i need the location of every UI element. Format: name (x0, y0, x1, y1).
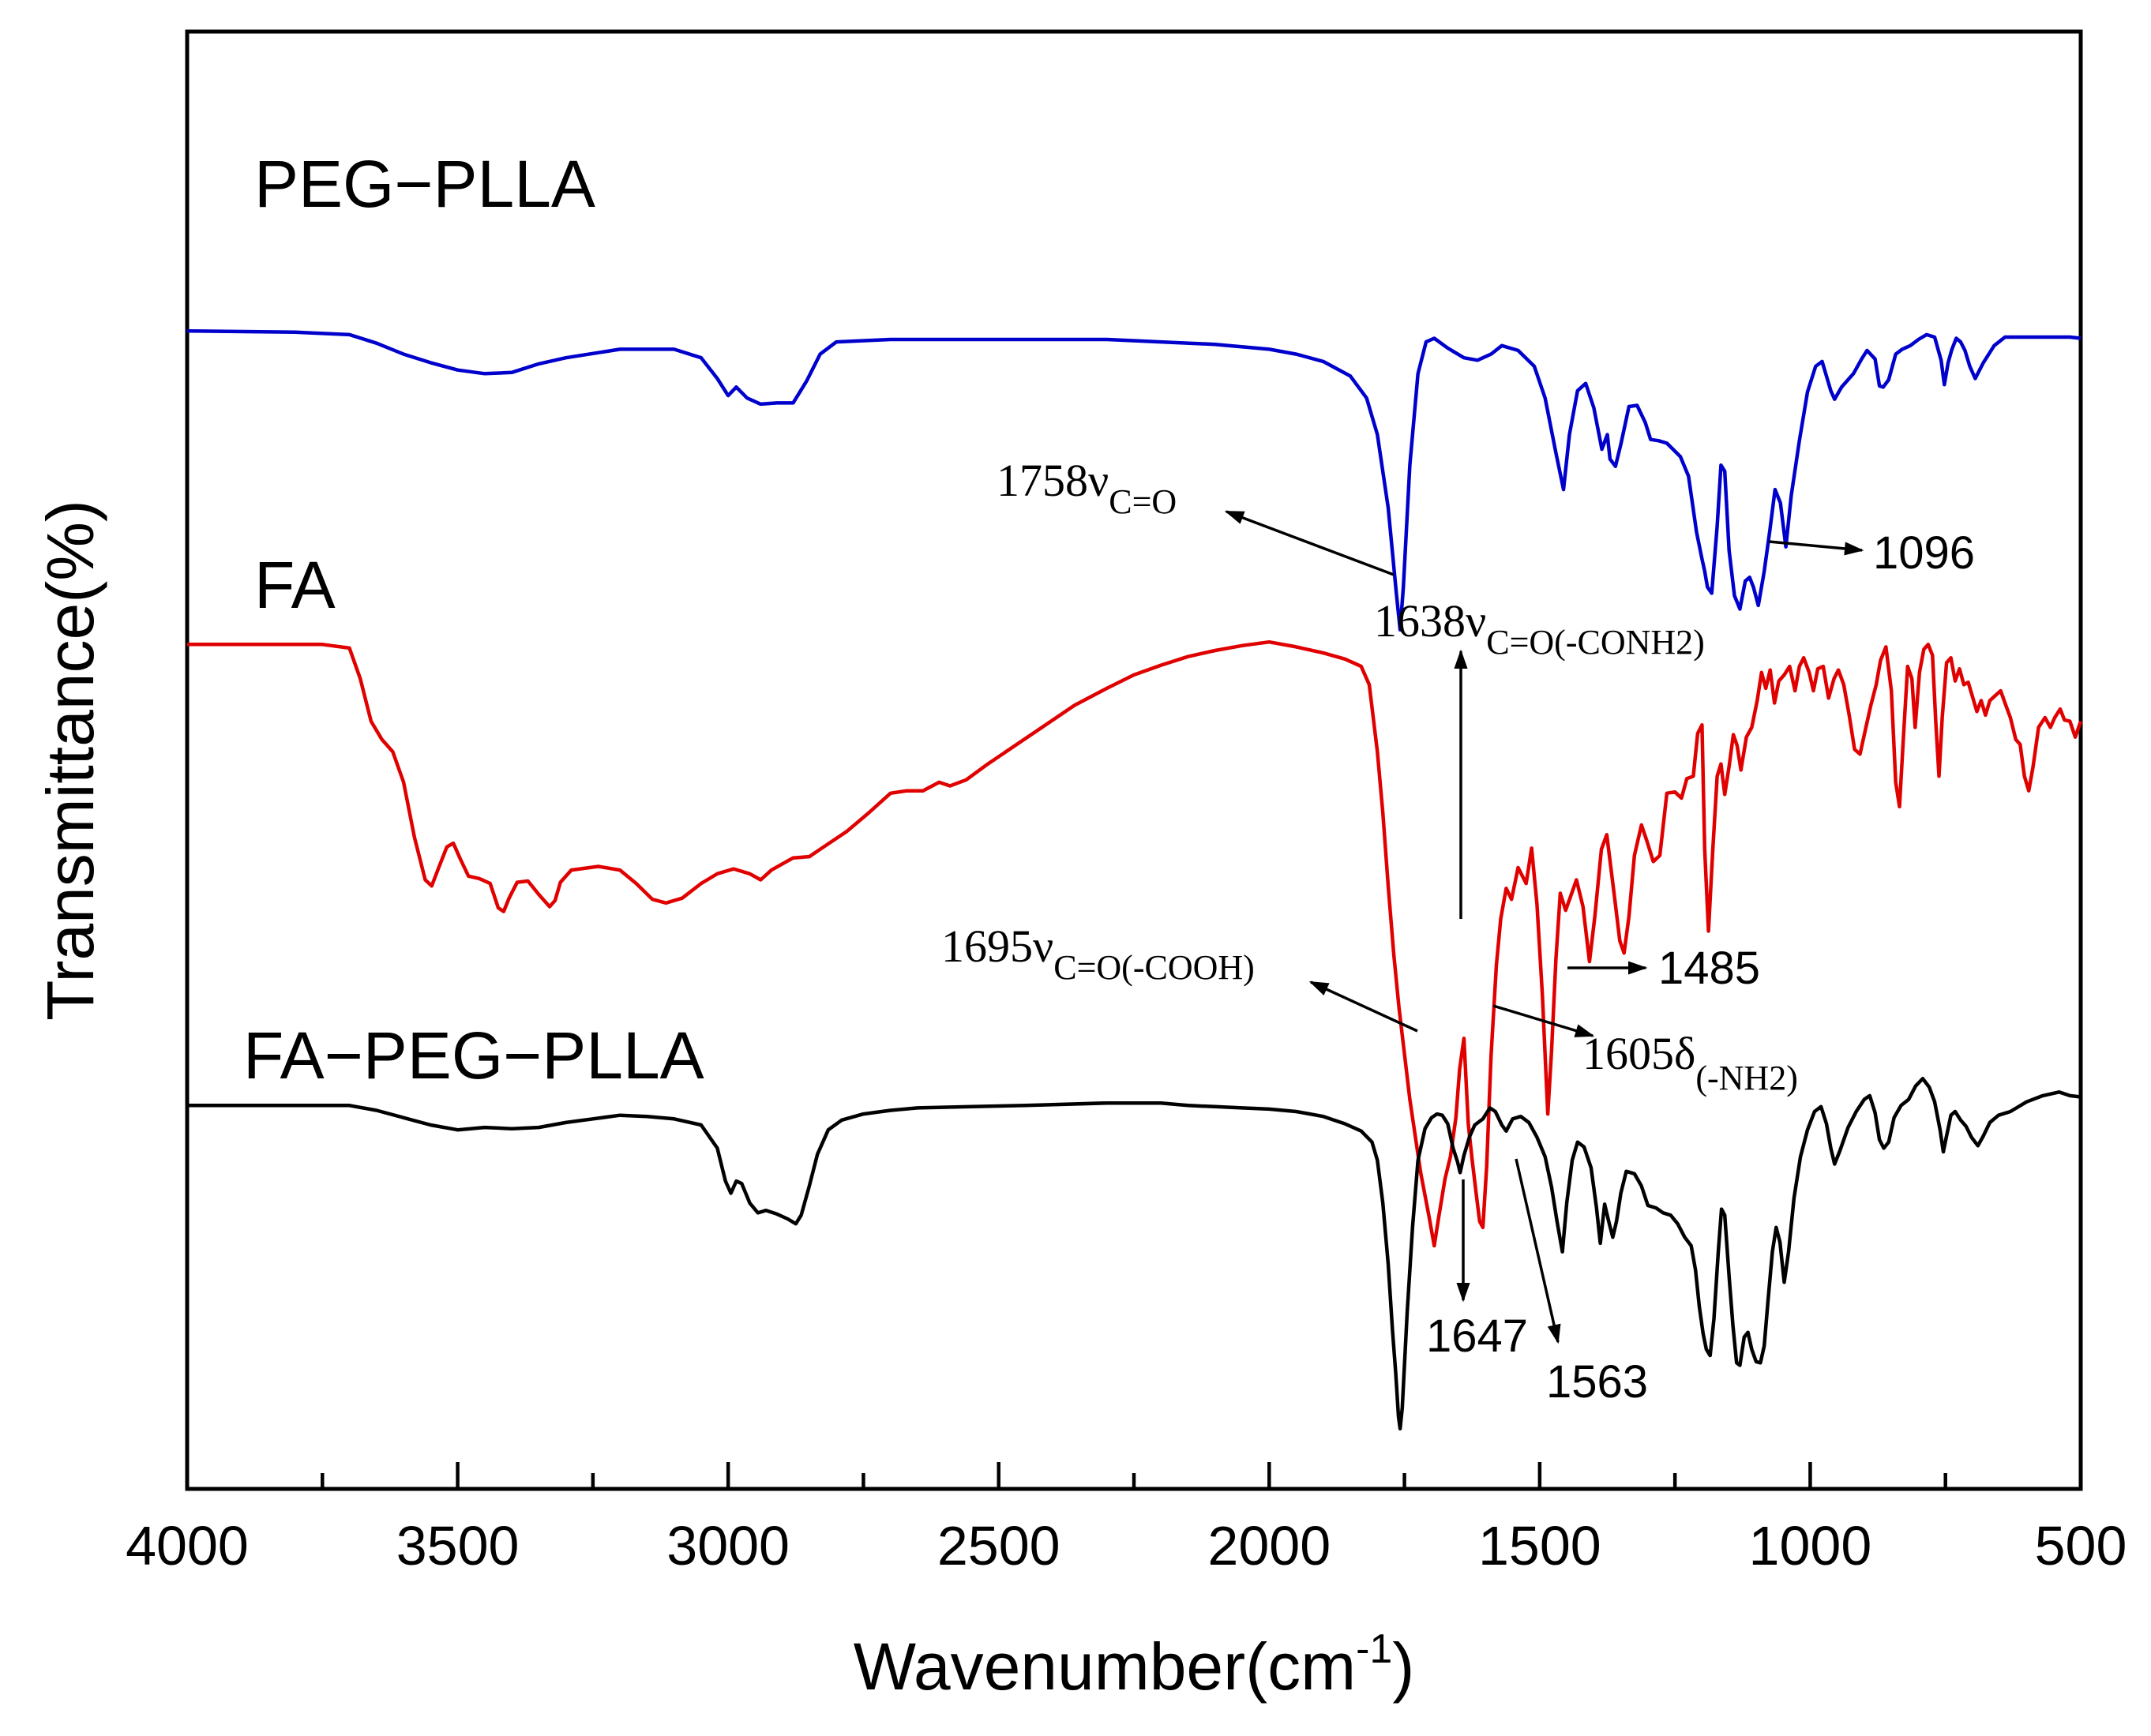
x-axis-title-end: ) (1392, 1629, 1414, 1704)
x-tick-label: 2000 (1207, 1515, 1331, 1577)
series-group (186, 328, 2083, 1430)
annotation-1485: 1485 (1658, 943, 1760, 994)
annotation-1638-sub: C=O(-CONH2) (1486, 623, 1705, 662)
series-label-peg-plla: PEG−PLLA (254, 147, 595, 221)
x-axis-title-superscript: -1 (1356, 1626, 1392, 1672)
x-ticks: 4000 3500 3000 2500 2000 1500 1000 500 (126, 1462, 2127, 1577)
plot-frame (185, 29, 2083, 1491)
annotation-1605-sub: (-NH2) (1695, 1059, 1798, 1097)
arrow-1605 (1492, 1004, 1595, 1037)
x-tick-label: 2500 (937, 1515, 1060, 1577)
series-line-peg-plla (186, 328, 2082, 632)
annotation-1758-number: 1758 (997, 455, 1088, 506)
series-label-fa: FA (254, 548, 336, 622)
x-tick-label: 3500 (396, 1515, 520, 1577)
annotation-1638-number: 1638 (1374, 595, 1466, 647)
annotation-1605-symbol: δ (1674, 1028, 1695, 1079)
x-tick-label: 500 (2035, 1515, 2127, 1577)
series-line-fa-peg-plla (187, 1077, 2082, 1430)
x-axis-title: Wavenumber(cm-1) (854, 1626, 1415, 1704)
annotation-1758-symbol: ν (1088, 455, 1109, 506)
annotation-1695-symbol: ν (1033, 920, 1053, 972)
annotation-1638: 1638νC=O(-CONH2) (1374, 595, 1705, 662)
x-tick-label: 4000 (126, 1515, 249, 1577)
arrow-1695 (1308, 980, 1418, 1033)
annotation-1695: 1695νC=O(-COOH) (941, 920, 1255, 987)
x-tick-label: 1500 (1478, 1515, 1601, 1577)
annotation-1758-sub: C=O (1109, 482, 1177, 521)
x-tick-label: 3000 (666, 1515, 790, 1577)
annotation-1605: 1605δ(-NH2) (1582, 1028, 1798, 1097)
annotation-1695-number: 1695 (941, 920, 1033, 972)
arrow-1096 (1768, 540, 1864, 556)
annotation-1647: 1647 (1426, 1310, 1528, 1362)
x-tick-label: 1000 (1749, 1515, 1872, 1577)
annotation-arrows (1224, 510, 1864, 1344)
annotation-1758: 1758νC=O (997, 455, 1177, 521)
series-line-fa (187, 639, 2083, 1248)
annotation-1695-sub: C=O(-COOH) (1053, 948, 1255, 987)
y-axis-title: Transmittance(%) (33, 500, 107, 1021)
annotation-1605-number: 1605 (1582, 1028, 1674, 1079)
annotation-1096: 1096 (1873, 527, 1975, 579)
annotation-1638-symbol: ν (1466, 595, 1486, 647)
annotation-1563: 1563 (1546, 1356, 1648, 1408)
x-axis-title-text: Wavenumber(cm (854, 1629, 1356, 1704)
arrow-1563 (1515, 1158, 1561, 1344)
series-label-fa-peg-plla: FA−PEG−PLLA (243, 1018, 704, 1093)
arrow-1758 (1224, 510, 1395, 576)
